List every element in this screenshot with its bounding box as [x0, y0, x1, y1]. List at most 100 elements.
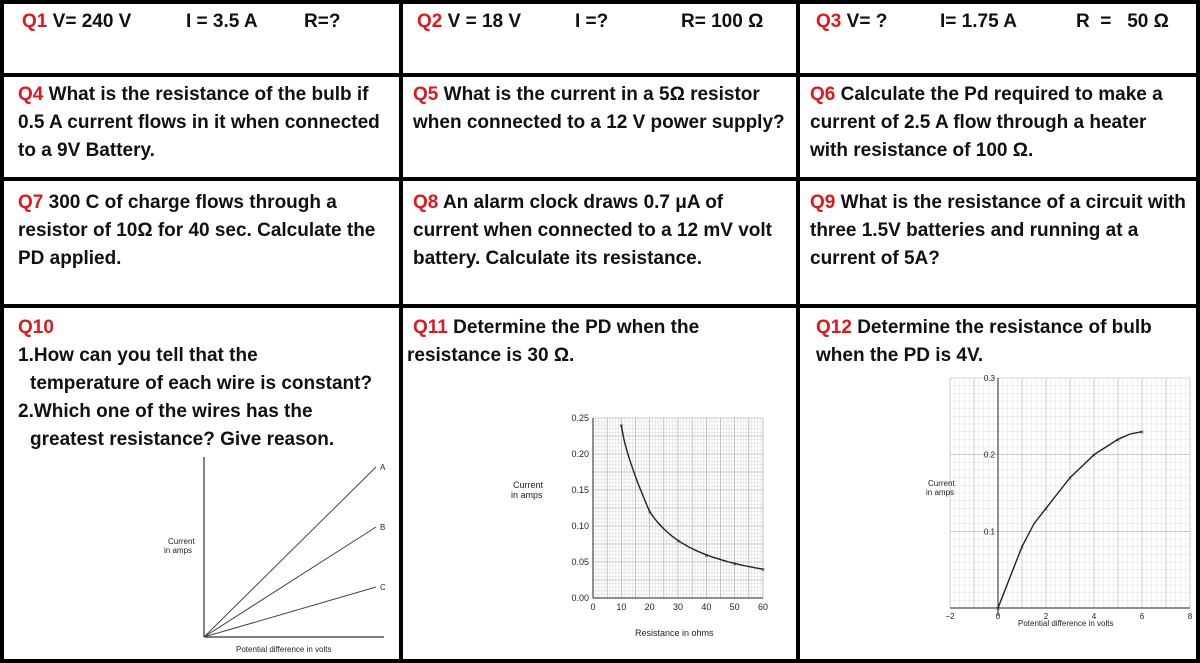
q4-text: What is the resistance of the bulb if 0.… — [18, 84, 380, 161]
q12-ylabel-2: in amps — [926, 488, 954, 497]
q12-point: × — [1020, 545, 1024, 552]
q2-voltage: V = 18 V — [447, 11, 522, 32]
q3-number: Q3 — [816, 11, 842, 32]
q2-resistance: R= 100 Ω — [681, 11, 764, 32]
q12-xtick: 6 — [1140, 612, 1145, 621]
q10-line2: temperature of each wire is constant? — [30, 373, 373, 394]
cell-q5: Q5 What is the current in a 5Ω resistor … — [403, 77, 796, 177]
q11-point: × — [676, 538, 680, 545]
cell-q4: Q4 What is the resistance of the bulb if… — [4, 77, 399, 177]
q11-xtick: 60 — [758, 602, 768, 612]
q12-xtick: 8 — [1188, 612, 1193, 621]
q11-point: × — [761, 567, 765, 574]
q10-line-a — [203, 466, 377, 638]
q9-number: Q9 — [810, 192, 836, 213]
q1-current: I = 3.5 A — [186, 11, 258, 32]
q5-text: What is the current in a 5Ω resistor whe… — [413, 84, 785, 133]
q3-resistance: R = 50 Ω — [1076, 11, 1169, 32]
q10-line1: 1.How can you tell that the — [18, 345, 258, 366]
q11-ylabel-1: Current — [513, 480, 544, 490]
q11-xtick: 0 — [590, 602, 595, 612]
q10-xlabel: Potential difference in volts — [236, 645, 331, 654]
cell-q12: Q12 Determine the resistance of bulb whe… — [800, 308, 1196, 659]
q11-point: × — [619, 423, 623, 430]
q1-number: Q1 — [22, 11, 48, 32]
q12-point: × — [1116, 437, 1120, 444]
cell-q3: Q3 V= ? I= 1.75 A R = 50 Ω — [800, 4, 1196, 73]
q11-point: × — [648, 510, 652, 517]
q9-text: What is the resistance of a circuit with… — [810, 192, 1186, 269]
q11-ytick: 0.25 — [571, 413, 589, 423]
q5-number: Q5 — [413, 84, 439, 105]
q8-text: An alarm clock draws 0.7 μA of current w… — [413, 192, 772, 269]
q1-voltage: V= 240 V — [52, 11, 132, 32]
q12-xtick: −2 — [945, 612, 955, 621]
q11-number: Q11 — [413, 317, 448, 338]
q7-text: 300 C of charge flows through a resistor… — [18, 192, 376, 269]
q12-point: × — [996, 606, 1000, 613]
q10-ylabel-2: in amps — [164, 546, 192, 555]
q6-number: Q6 — [810, 84, 836, 105]
q10-line-b — [203, 526, 377, 638]
q11-xtick: 20 — [645, 602, 655, 612]
cell-q9: Q9 What is the resistance of a circuit w… — [800, 181, 1196, 304]
q2-number: Q2 — [417, 11, 443, 32]
q10-line-c — [203, 586, 377, 638]
q6-text: Calculate the Pd required to make a curr… — [810, 84, 1163, 161]
q11-point: × — [704, 553, 708, 560]
q11-ytick: 0.10 — [571, 521, 589, 531]
cell-q2: Q2 V = 18 V I =? R= 100 Ω — [403, 4, 796, 73]
q11-xtick: 30 — [673, 602, 683, 612]
q12-point: × — [1092, 453, 1096, 460]
q12-xtick: 2 — [1044, 612, 1049, 621]
q11-graph: 0.00 0.05 0.10 0.15 0.20 0.25 0 10 20 30 40 50 60 × × ×… — [511, 413, 768, 638]
q12-xlabel: Potential difference in volts — [1018, 619, 1113, 628]
q8-number: Q8 — [413, 192, 439, 213]
q12-point: × — [1044, 506, 1048, 513]
q12-point: × — [1140, 430, 1144, 437]
q12-xtick: 0 — [996, 612, 1001, 621]
q11-point: × — [733, 561, 737, 568]
q12-ytick: 0.3 — [984, 374, 996, 383]
q10-line-label-a: A — [380, 463, 386, 472]
q2-current: I =? — [575, 11, 609, 32]
q11-line1: Determine the PD when the — [453, 317, 700, 338]
q11-xlabel: Resistance in ohms — [635, 628, 714, 638]
q3-current: I= 1.75 A — [940, 11, 1017, 32]
q11-xtick: 50 — [730, 602, 740, 612]
cell-q6: Q6 Calculate the Pd required to make a c… — [800, 77, 1196, 177]
q10-ylabel-1: Current — [168, 537, 195, 546]
q10-number: Q10 — [18, 317, 54, 338]
cell-q11: Q11 Determine the PD when the resistance… — [403, 308, 796, 659]
q12-ytick: 0.1 — [984, 527, 996, 536]
q12-curve — [997, 431, 1143, 609]
q12-point: × — [1068, 476, 1072, 483]
cell-q8: Q8 An alarm clock draws 0.7 μA of curren… — [403, 181, 796, 304]
cell-q1: Q1 V= 240 V I = 3.5 A R=? — [4, 4, 399, 73]
q10-graph: A B C Current in amps Potential difference… — [164, 457, 386, 654]
q11-ytick: 0.05 — [571, 557, 589, 567]
q11-xtick: 10 — [616, 602, 626, 612]
q11-ytick: 0.20 — [571, 449, 589, 459]
q12-graph: 0.10.20.3−2 0 2 4 6 8××××××× Current in amps … — [926, 374, 1193, 628]
q11-ytick: 0.00 — [571, 593, 589, 603]
q12-line2: when the PD is 4V. — [816, 345, 984, 366]
q10-line-label-b: B — [380, 523, 385, 532]
q11-curve — [620, 425, 764, 570]
q7-number: Q7 — [18, 192, 44, 213]
q11-ytick: 0.15 — [571, 485, 589, 495]
q12-ylabel-1: Current — [928, 479, 955, 488]
cell-q10: Q10 1.How can you tell that the temperat… — [4, 308, 399, 659]
q10-line3: 2.Which one of the wires has the — [18, 401, 313, 422]
q11-xtick: 40 — [701, 602, 711, 612]
q1-resistance: R=? — [304, 11, 341, 32]
q11-line2: resistance is 30 Ω. — [407, 345, 575, 366]
q4-number: Q4 — [18, 84, 44, 105]
q10-line-label-c: C — [380, 583, 386, 592]
q12-number: Q12 — [816, 317, 852, 338]
cell-q7: Q7 300 C of charge flows through a resis… — [4, 181, 399, 304]
q3-voltage: V= ? — [846, 11, 888, 32]
q12-line1: Determine the resistance of bulb — [857, 317, 1152, 338]
q10-line4: greatest resistance? Give reason. — [30, 429, 335, 450]
